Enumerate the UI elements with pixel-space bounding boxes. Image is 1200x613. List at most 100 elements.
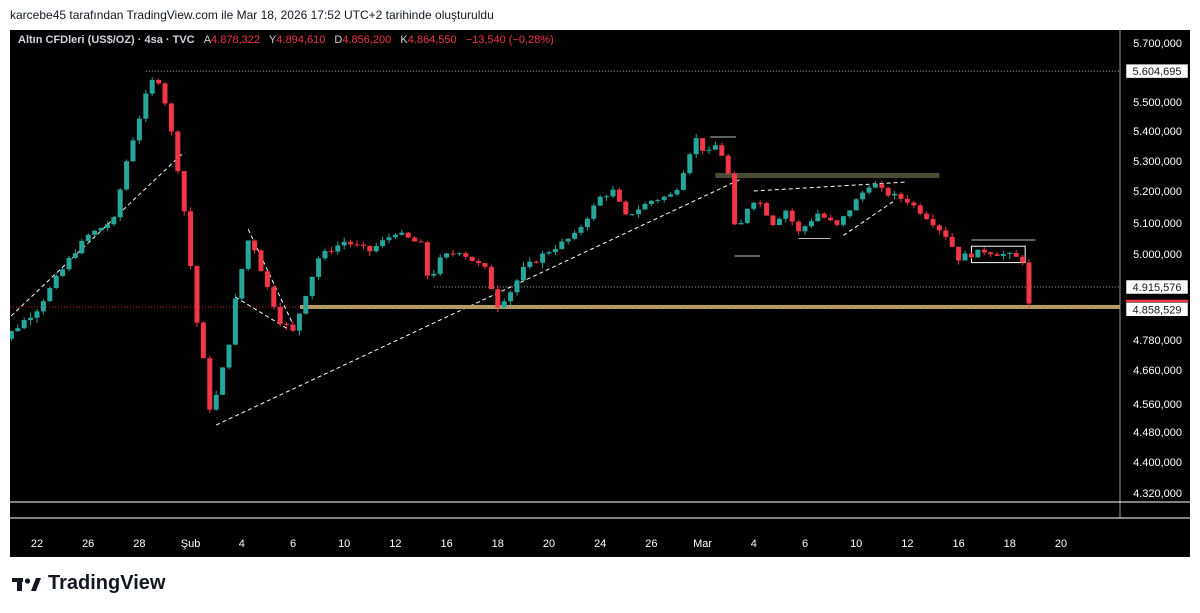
candle-body[interactable] [168, 103, 174, 132]
candle-body[interactable] [508, 292, 514, 302]
candle-body[interactable] [1000, 254, 1006, 256]
candle-body[interactable] [802, 226, 808, 232]
candle-body[interactable] [853, 199, 859, 211]
candle-body[interactable] [1026, 262, 1032, 304]
candle-body[interactable] [892, 193, 898, 196]
dashed-trendline[interactable] [753, 181, 908, 192]
candle-body[interactable] [834, 220, 840, 225]
candle-body[interactable] [904, 198, 910, 203]
candle-body[interactable] [655, 199, 661, 201]
candle-body[interactable] [213, 394, 219, 410]
candle-body[interactable] [796, 221, 802, 232]
candle-body[interactable] [111, 217, 117, 225]
candle-body[interactable] [661, 196, 667, 200]
symbol-label[interactable]: Altın CFDleri (US$/OZ) · 4sa · TVC [18, 34, 195, 46]
candle-body[interactable] [930, 218, 936, 226]
candle-body[interactable] [591, 205, 597, 219]
candle-body[interactable] [732, 173, 738, 225]
candle-body[interactable] [309, 276, 315, 297]
candle-body[interactable] [552, 248, 558, 253]
candle-body[interactable] [700, 138, 706, 151]
candle-body[interactable] [40, 301, 46, 312]
candle-body[interactable] [296, 313, 302, 331]
candle-body[interactable] [623, 201, 629, 215]
candle-body[interactable] [680, 173, 686, 190]
dashed-trendline[interactable] [215, 178, 742, 426]
candle-body[interactable] [936, 225, 942, 231]
candle-body[interactable] [92, 230, 98, 235]
candle-body[interactable] [476, 261, 482, 264]
candle-body[interactable] [559, 241, 565, 249]
candle-body[interactable] [34, 311, 40, 318]
candle-body[interactable] [405, 232, 411, 238]
candle-body[interactable] [10, 331, 14, 339]
candle-body[interactable] [290, 324, 296, 331]
candle-body[interactable] [386, 237, 392, 241]
candle-body[interactable] [437, 257, 443, 274]
candle-body[interactable] [252, 240, 258, 251]
candle-body[interactable] [981, 249, 987, 253]
candle-body[interactable] [354, 244, 360, 246]
candle-body[interactable] [578, 227, 584, 233]
candle-body[interactable] [610, 189, 616, 197]
candle-body[interactable] [28, 317, 34, 321]
candle-body[interactable] [597, 196, 603, 206]
candle-body[interactable] [860, 192, 866, 200]
candle-body[interactable] [1007, 253, 1013, 255]
candle-body[interactable] [668, 194, 674, 197]
candle-body[interactable] [15, 328, 21, 332]
candle-body[interactable] [840, 216, 846, 225]
candle-body[interactable] [994, 254, 1000, 256]
candle-body[interactable] [712, 145, 718, 150]
candle-body[interactable] [924, 213, 930, 219]
candle-body[interactable] [501, 301, 507, 308]
candle-body[interactable] [674, 189, 680, 195]
candle-body[interactable] [245, 240, 251, 269]
candle-body[interactable] [527, 261, 533, 267]
price-chart[interactable]: 5.700,000 5.500,000 5.400,000 5.300,000 5.20… [10, 30, 1190, 557]
candle-body[interactable] [418, 241, 424, 243]
resistance-zone[interactable] [715, 173, 940, 178]
candle-body[interactable] [162, 83, 168, 104]
candle-body[interactable] [687, 154, 693, 174]
candle-body[interactable] [885, 187, 891, 196]
candle-body[interactable] [373, 245, 379, 252]
candle-body[interactable] [495, 289, 501, 308]
candle-body[interactable] [847, 210, 853, 217]
candle-body[interactable] [872, 184, 878, 188]
candle-body[interactable] [693, 138, 699, 155]
candle-body[interactable] [335, 245, 341, 252]
candle-body[interactable] [341, 241, 347, 246]
candle-body[interactable] [719, 145, 725, 156]
candle-body[interactable] [239, 268, 245, 299]
candle-body[interactable] [821, 213, 827, 218]
candle-body[interactable] [412, 237, 418, 242]
candle-body[interactable] [431, 273, 437, 276]
candle-body[interactable] [898, 193, 904, 199]
candle-body[interactable] [284, 323, 290, 325]
candle-body[interactable] [463, 253, 469, 257]
candle-body[interactable] [540, 253, 546, 263]
candle-body[interactable] [85, 234, 91, 242]
candle-body[interactable] [968, 253, 974, 258]
candle-body[interactable] [808, 221, 814, 227]
candle-body[interactable] [200, 322, 206, 359]
candle-body[interactable] [636, 209, 642, 215]
candle-body[interactable] [962, 253, 968, 261]
candle-body[interactable] [188, 211, 194, 267]
candle-body[interactable] [322, 250, 328, 259]
candle-body[interactable] [175, 131, 181, 172]
candle-body[interactable] [706, 149, 712, 151]
candle-body[interactable] [943, 230, 949, 237]
candle-body[interactable] [424, 242, 430, 276]
candle-body[interactable] [207, 358, 213, 410]
candle-body[interactable] [53, 275, 59, 288]
candle-body[interactable] [776, 218, 782, 225]
candle-body[interactable] [725, 155, 731, 174]
candle-body[interactable] [572, 232, 578, 239]
candle-body[interactable] [488, 266, 494, 290]
candle-body[interactable] [584, 218, 590, 228]
candle-body[interactable] [783, 210, 789, 219]
candle-body[interactable] [482, 263, 488, 267]
candle-body[interactable] [565, 238, 571, 242]
